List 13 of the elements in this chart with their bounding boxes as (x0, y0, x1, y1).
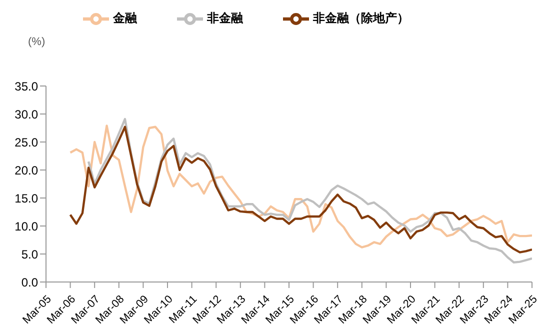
y-tick-label: 35.0 (14, 79, 38, 94)
legend-label: 金融 (113, 11, 137, 26)
y-tick-label: 25.0 (14, 135, 38, 150)
y-tick-label: 0.0 (21, 275, 38, 290)
line-series (87, 118, 532, 264)
y-tick-label: 30.0 (14, 107, 38, 122)
y-tick-label: 10.0 (14, 219, 38, 234)
legend-label: 非金融（除地产） (313, 11, 409, 26)
y-tick-label: 5.0 (21, 247, 38, 262)
y-axis-title: (%) (28, 36, 46, 48)
legend-label: 非金融 (207, 11, 243, 26)
y-tick-label: 20.0 (14, 163, 38, 178)
y-tick-label: 15.0 (14, 191, 38, 206)
